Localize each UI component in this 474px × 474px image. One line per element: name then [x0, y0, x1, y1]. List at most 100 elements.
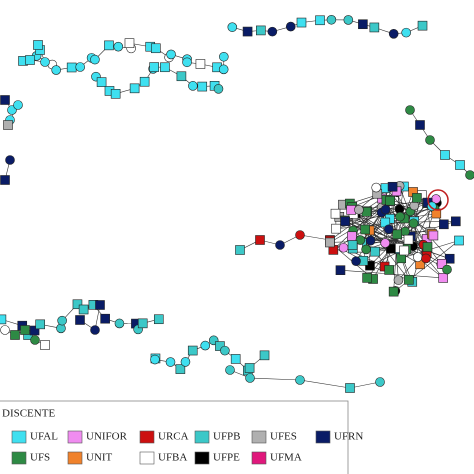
node [78, 304, 89, 315]
node [451, 216, 461, 227]
node [295, 375, 305, 385]
legend-swatch [67, 451, 83, 465]
node [150, 354, 160, 365]
node [454, 235, 464, 246]
node [175, 364, 186, 374]
node [104, 40, 114, 51]
node [412, 252, 423, 262]
node [40, 57, 50, 67]
node [13, 100, 23, 110]
node [385, 195, 396, 206]
node [72, 299, 83, 310]
node [242, 26, 253, 37]
node [165, 357, 176, 367]
node [360, 224, 370, 235]
node [90, 325, 100, 335]
node [75, 62, 86, 72]
legend-swatch [194, 451, 210, 465]
node [383, 224, 394, 235]
legend-swatch [251, 430, 267, 444]
edges [1, 19, 471, 389]
node [362, 273, 372, 283]
node [403, 234, 414, 245]
node [259, 350, 270, 361]
node [197, 81, 208, 92]
node [33, 40, 43, 50]
node [10, 330, 20, 340]
node [388, 286, 399, 297]
node [438, 273, 448, 283]
node [75, 315, 85, 325]
node [412, 193, 422, 203]
node [230, 354, 241, 364]
node [25, 55, 35, 65]
node [415, 120, 425, 130]
node [66, 62, 77, 73]
node [401, 27, 411, 38]
node [137, 318, 148, 329]
edge [385, 202, 428, 210]
node [187, 345, 198, 356]
legend-label: UFMA [270, 452, 302, 464]
node [343, 15, 354, 25]
node [440, 150, 450, 160]
node [151, 43, 161, 54]
node [139, 76, 150, 87]
node [3, 120, 13, 130]
node [285, 21, 296, 32]
node [439, 219, 449, 230]
node [388, 28, 399, 39]
legend-label: UFS [30, 452, 50, 464]
node [422, 242, 433, 252]
legend-swatch [11, 430, 27, 444]
node [225, 365, 235, 375]
node [371, 182, 381, 193]
legend: DISCENTE UFAL UNIFOR URCA UFPB UFES UFRN UFS UN… [0, 400, 363, 474]
node [5, 155, 15, 165]
node [51, 65, 61, 75]
legend-label: UNIFOR [86, 431, 128, 443]
legend-box [0, 400, 349, 474]
legend-label: URCA [158, 431, 189, 443]
node [90, 54, 100, 65]
node [345, 383, 355, 393]
node [386, 243, 396, 254]
node [387, 181, 398, 192]
node [245, 373, 255, 383]
node [29, 325, 40, 336]
node [354, 204, 364, 215]
node [455, 160, 465, 170]
node [255, 235, 265, 245]
node [227, 22, 238, 32]
node [335, 265, 346, 275]
node [358, 19, 368, 30]
node [114, 318, 125, 329]
node [384, 265, 394, 275]
node [95, 300, 105, 310]
node [220, 345, 230, 356]
legend-label: UFPE [213, 452, 240, 464]
legend-swatch [315, 430, 331, 444]
node [219, 51, 229, 62]
node [393, 275, 404, 285]
node [425, 135, 435, 145]
node [431, 208, 442, 219]
node [218, 64, 229, 75]
legend-label: UFAL [30, 431, 58, 443]
node [40, 340, 50, 350]
node [399, 245, 409, 256]
node [256, 25, 266, 36]
node [325, 237, 335, 248]
node [408, 218, 419, 229]
edge [329, 209, 386, 243]
node [180, 357, 191, 367]
node [295, 230, 305, 240]
node [392, 229, 402, 240]
node [20, 325, 30, 335]
edge [299, 234, 331, 241]
legend-label: UNIT [86, 452, 113, 464]
node [465, 170, 474, 180]
edge [349, 381, 381, 389]
node [331, 223, 341, 234]
